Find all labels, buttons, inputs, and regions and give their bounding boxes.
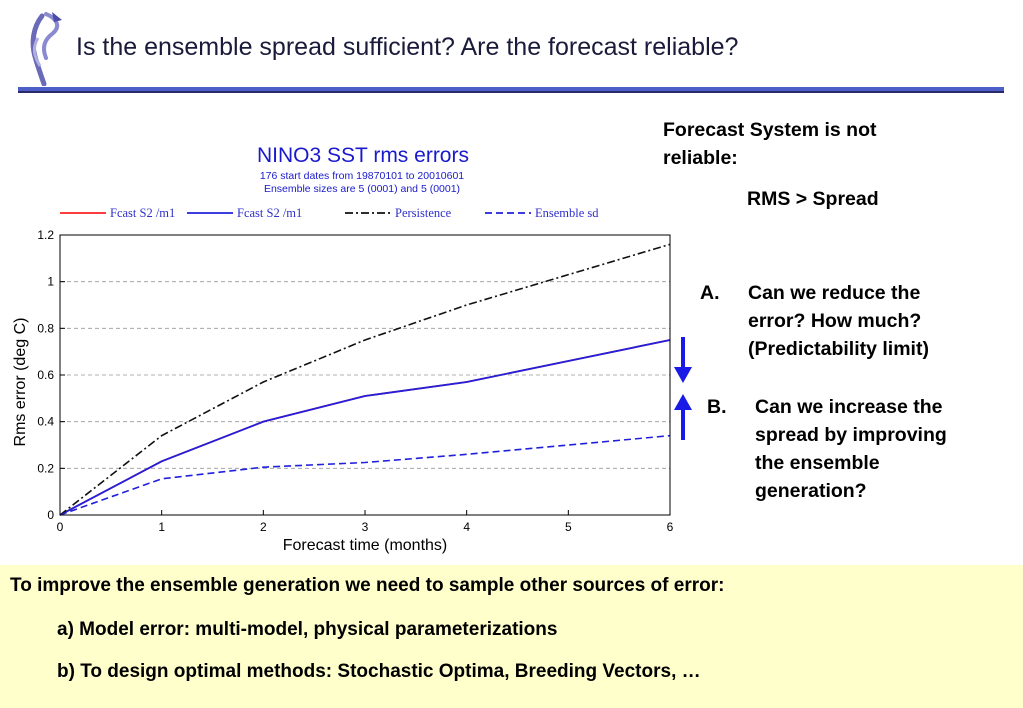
y-tick-label: 0 <box>47 508 54 522</box>
x-tick-label: 6 <box>667 520 674 534</box>
series-line-2 <box>59 243 671 516</box>
item-b-marker: B. <box>707 396 727 418</box>
x-tick-label: 4 <box>463 520 470 534</box>
legend-label-0: Fcast S2 /m1 <box>110 206 175 220</box>
reliability-heading-line-1: Forecast System is not <box>663 119 877 141</box>
item-a-line-1: Can we reduce the <box>748 282 921 304</box>
footer-line-2: a) Model error: multi-model, physical pa… <box>57 619 558 640</box>
chart-ticks: 0 1 2 3 4 5 6 0 0.2 0.4 0.6 0.8 1 1.2 <box>37 228 673 534</box>
x-tick-label: 2 <box>260 520 267 534</box>
y-axis-label: Rms error (deg C) <box>12 318 29 447</box>
legend-label-1: Fcast S2 /m1 <box>237 206 302 220</box>
x-tick-label: 1 <box>158 520 165 534</box>
y-tick-label: 1.2 <box>37 228 54 242</box>
footer-box: To improve the ensemble generation we ne… <box>0 565 1023 708</box>
item-a-marker: A. <box>700 282 720 304</box>
y-tick-label: 0.8 <box>37 321 54 335</box>
arrow-up-icon <box>674 394 692 440</box>
arrow-down-icon <box>674 337 692 383</box>
y-tick-label: 0.4 <box>37 415 54 429</box>
series-line-0 <box>59 339 671 516</box>
x-tick-label: 3 <box>362 520 369 534</box>
item-a-line-2: error? How much? <box>748 310 922 332</box>
chart-series <box>59 243 671 516</box>
legend-label-2: Persistence <box>395 206 452 220</box>
rms-error-chart: NINO3 SST rms errors 176 start dates fro… <box>12 144 674 554</box>
item-b-line-2: spread by improving <box>755 424 947 446</box>
footer-line-1: To improve the ensemble generation we ne… <box>10 575 725 596</box>
x-axis-label: Forecast time (months) <box>283 537 447 554</box>
legend-label-3: Ensemble sd <box>535 206 599 220</box>
chart-subtitle-2: Ensemble sizes are 5 (0001) and 5 (0001) <box>264 183 460 195</box>
series-line-1 <box>59 339 671 516</box>
chart-subtitle-1: 176 start dates from 19870101 to 2001060… <box>260 170 464 182</box>
chart-grid <box>60 281 670 469</box>
x-tick-label: 0 <box>57 520 64 534</box>
item-a-line-3: (Predictability limit) <box>748 338 929 360</box>
x-tick-label: 5 <box>565 520 572 534</box>
chart-title: NINO3 SST rms errors <box>257 144 469 167</box>
rms-spread-statement: RMS > Spread <box>747 188 879 210</box>
logo-icon <box>30 12 62 86</box>
item-b-line-4: generation? <box>755 480 867 502</box>
series-line-3 <box>59 434 671 516</box>
item-b-line-1: Can we increase the <box>755 396 943 418</box>
title-divider <box>18 87 1004 93</box>
footer-line-3: b) To design optimal methods: Stochastic… <box>57 661 701 682</box>
item-b-line-3: the ensemble <box>755 452 880 474</box>
y-tick-label: 1 <box>47 275 54 289</box>
y-tick-label: 0.6 <box>37 368 54 382</box>
chart-legend: Fcast S2 /m1 Fcast S2 /m1 Persistence Ensem… <box>60 206 599 220</box>
slide-title: Is the ensemble spread sufficient? Are t… <box>76 33 739 61</box>
y-tick-label: 0.2 <box>37 461 54 475</box>
